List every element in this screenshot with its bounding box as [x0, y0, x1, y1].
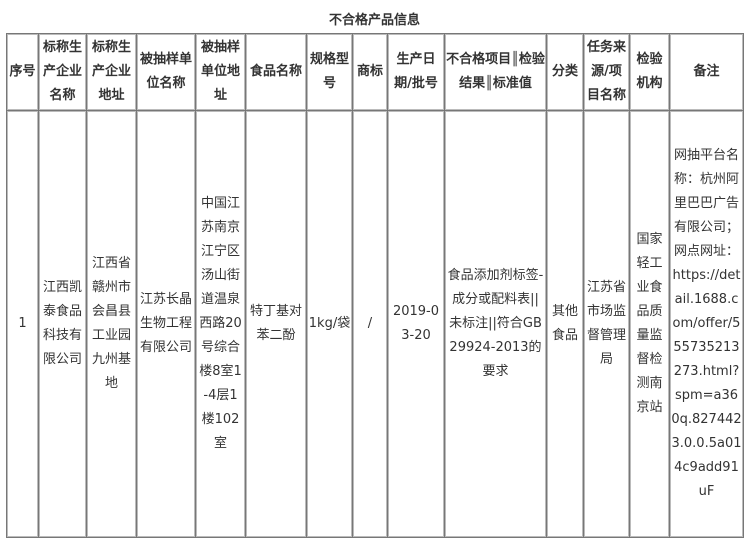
header-cell: 规格型号 — [306, 33, 353, 111]
header-cell: 不合格项目║检验结果║标准值 — [444, 33, 547, 111]
cell-spec: 1kg/袋 — [306, 110, 353, 538]
header-cell: 检验机构 — [629, 33, 670, 111]
header-cell: 序号 — [6, 33, 39, 111]
cell-sampled-unit: 江苏长晶生物工程有限公司 — [136, 110, 196, 538]
header-cell: 备注 — [669, 33, 744, 111]
cell-task-source: 江苏省市场监督管理局 — [583, 110, 630, 538]
header-cell: 食品名称 — [245, 33, 307, 111]
cell-nonconforming-item: 食品添加剂标签-成分或配料表||未标注||符合GB29924-2013的要求 — [444, 110, 547, 538]
header-cell: 标称生产企业地址 — [86, 33, 137, 111]
header-cell: 分类 — [546, 33, 584, 111]
table-row: 1 江西凯泰食品科技有限公司 江西省赣州市会昌县工业园九州基地 江苏长晶生物工程… — [6, 110, 744, 538]
cell-inspection-agency: 国家轻工业食品质量监督检测南京站 — [629, 110, 670, 538]
header-cell: 被抽样单位地址 — [195, 33, 246, 111]
cell-production-date: 2019-03-20 — [387, 110, 445, 538]
cell-food-name: 特丁基对苯二酚 — [245, 110, 307, 538]
cell-manufacturer-address: 江西省赣州市会昌县工业园九州基地 — [86, 110, 137, 538]
cell-manufacturer: 江西凯泰食品科技有限公司 — [38, 110, 87, 538]
header-cell: 商标 — [352, 33, 388, 111]
header-cell: 被抽样单位名称 — [136, 33, 196, 111]
header-row: 序号 标称生产企业名称 标称生产企业地址 被抽样单位名称 被抽样单位地址 食品名… — [6, 33, 744, 111]
header-cell: 生产日期/批号 — [387, 33, 445, 111]
cell-index: 1 — [6, 110, 39, 538]
cell-sampled-address: 中国江苏南京江宁区汤山街道温泉西路20号综合楼8室1-4层1楼102室 — [195, 110, 246, 538]
header-cell: 任务来源/项目名称 — [583, 33, 630, 111]
cell-category: 其他食品 — [546, 110, 584, 538]
header-cell: 标称生产企业名称 — [38, 33, 87, 111]
table-title: 不合格产品信息 — [328, 13, 420, 28]
cell-trademark: / — [352, 110, 388, 538]
cell-remarks: 网抽平台名称：杭州阿里巴巴广告有限公司；网点网址：https://detail.… — [669, 110, 744, 538]
nonconforming-products-table: 序号 标称生产企业名称 标称生产企业地址 被抽样单位名称 被抽样单位地址 食品名… — [6, 33, 744, 538]
